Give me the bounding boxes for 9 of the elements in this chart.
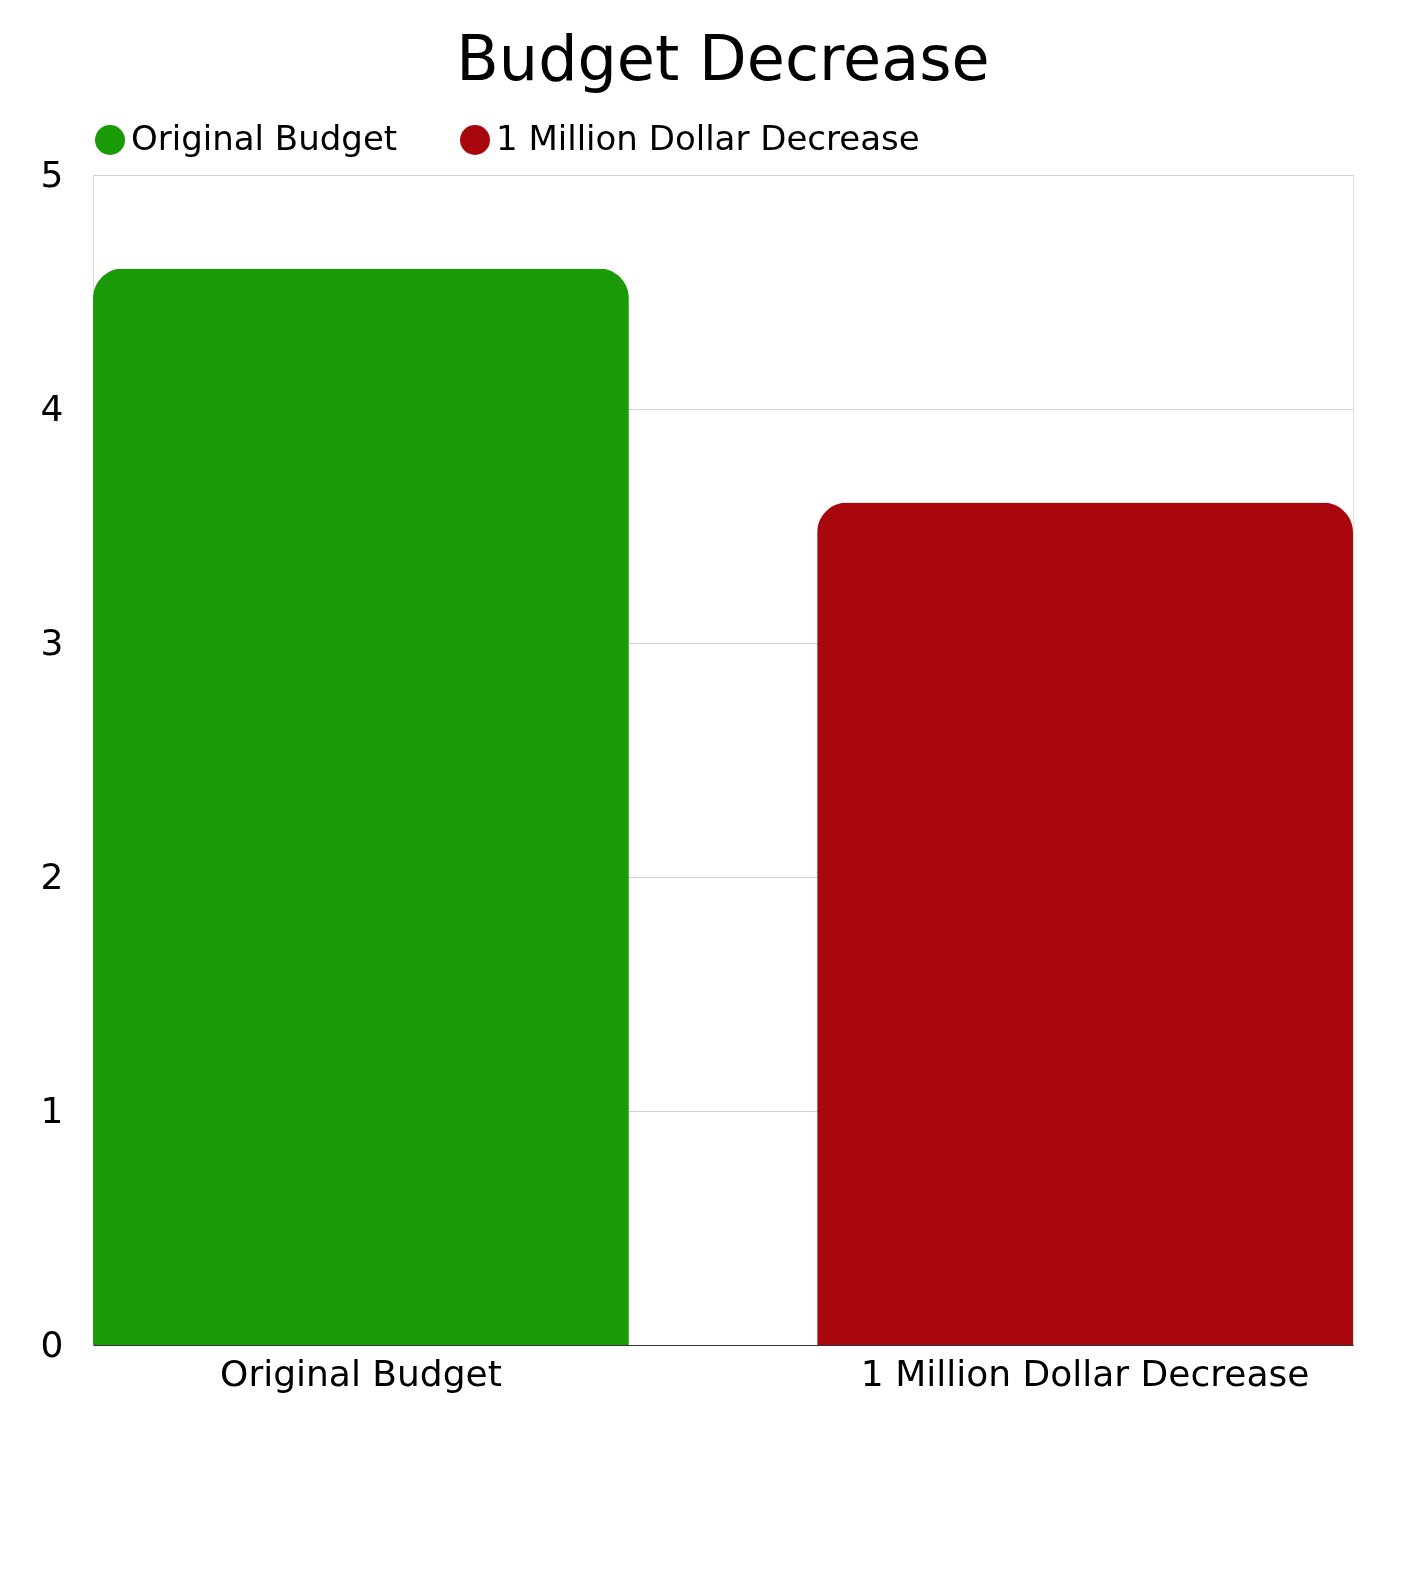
y-tick-label: 5 xyxy=(40,153,64,195)
y-tick-label: 2 xyxy=(40,855,64,897)
chart-title: Budget Decrease xyxy=(456,22,990,95)
y-tick-label: 3 xyxy=(40,621,64,663)
legend-label: Original Budget xyxy=(131,118,398,158)
legend-label: 1 Million Dollar Decrease xyxy=(496,118,920,158)
y-tick-label: 0 xyxy=(40,1323,64,1365)
y-tick-label: 1 xyxy=(40,1089,64,1131)
y-tick-label: 4 xyxy=(40,387,64,429)
